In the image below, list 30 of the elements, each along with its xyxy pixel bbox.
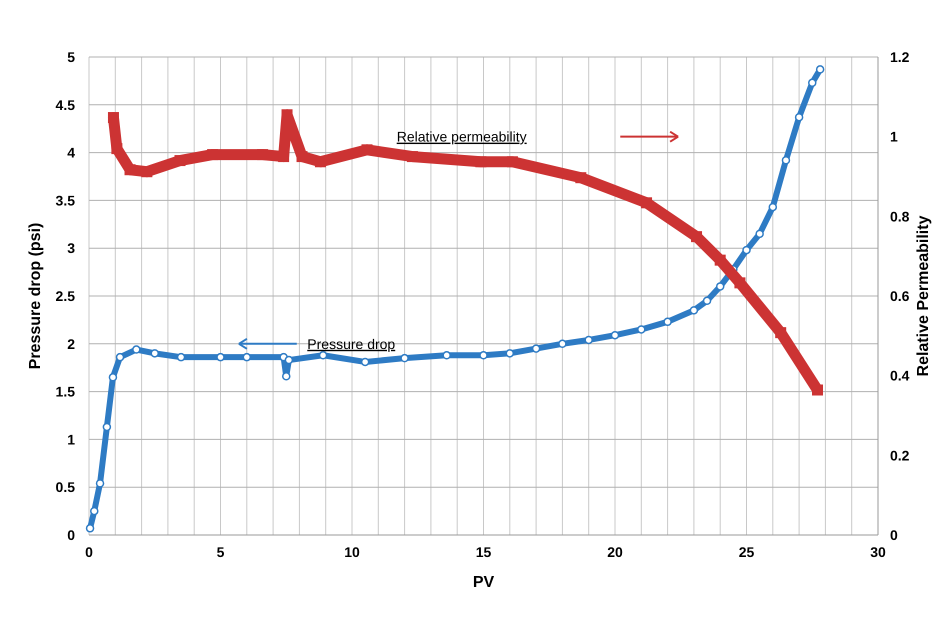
x-tick-label: 5 bbox=[216, 544, 225, 560]
y-tick-label: 2.5 bbox=[56, 288, 76, 304]
y-tick-label: 1.5 bbox=[56, 384, 76, 400]
y-tick-label: 3.5 bbox=[56, 192, 76, 208]
x-tick-label: 30 bbox=[870, 544, 886, 560]
annotation: Pressure drop bbox=[307, 336, 396, 352]
y2-axis-title: Relative Permeability bbox=[915, 215, 932, 376]
y2-tick-label: 0.8 bbox=[890, 208, 910, 224]
y2-tick-label: 0.2 bbox=[890, 447, 910, 464]
y-tick-label: 3 bbox=[67, 240, 76, 256]
y-axis-title: Pressure drop (psi) bbox=[27, 222, 44, 370]
y-tick-label: 0 bbox=[67, 527, 76, 543]
y2-tick-label: 1 bbox=[890, 128, 898, 145]
y-tick-label: 4.5 bbox=[56, 96, 76, 113]
y-tick-label: 1 bbox=[67, 431, 76, 448]
y-tick-label: 4 bbox=[67, 144, 76, 161]
y2-tick-label: 0.4 bbox=[890, 368, 910, 384]
y-tick-label: 0.5 bbox=[56, 479, 76, 496]
x-axis-title: PV bbox=[472, 574, 494, 591]
y-tick-label: 2 bbox=[67, 336, 76, 352]
y-tick-label: 5 bbox=[67, 49, 76, 65]
y2-tick-label: 1.2 bbox=[890, 49, 910, 65]
x-tick-label: 10 bbox=[344, 544, 360, 560]
x-tick-label: 25 bbox=[738, 544, 754, 560]
x-tick-label: 0 bbox=[85, 544, 94, 560]
annotation: Relative permeability bbox=[396, 128, 527, 145]
x-tick-label: 20 bbox=[607, 544, 623, 560]
y2-tick-label: 0 bbox=[890, 527, 898, 543]
y2-tick-label: 0.6 bbox=[890, 288, 910, 304]
x-tick-label: 15 bbox=[476, 544, 492, 560]
